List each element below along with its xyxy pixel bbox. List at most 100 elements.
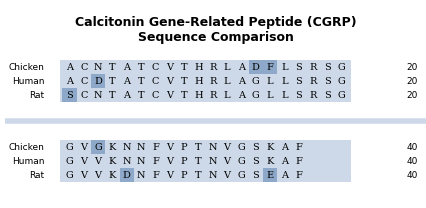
Text: D: D <box>251 62 259 72</box>
Text: N: N <box>94 90 102 99</box>
Text: T: T <box>109 62 115 72</box>
Text: N: N <box>208 142 216 151</box>
Text: V: V <box>166 62 173 72</box>
Text: L: L <box>280 62 287 72</box>
Text: L: L <box>280 77 287 85</box>
Text: A: A <box>123 90 130 99</box>
Text: K: K <box>109 142 116 151</box>
Text: A: A <box>237 62 245 72</box>
Text: K: K <box>109 171 116 180</box>
Text: T: T <box>109 90 115 99</box>
Text: G: G <box>65 156 73 166</box>
Text: G: G <box>337 62 345 72</box>
Text: G: G <box>65 171 73 180</box>
Text: D: D <box>94 77 102 85</box>
Text: K: K <box>266 156 273 166</box>
FancyBboxPatch shape <box>248 60 262 74</box>
Text: A: A <box>66 77 73 85</box>
Text: V: V <box>223 156 230 166</box>
Text: L: L <box>223 90 230 99</box>
Text: S: S <box>323 77 330 85</box>
Text: C: C <box>80 77 87 85</box>
FancyBboxPatch shape <box>262 60 276 74</box>
Text: D: D <box>123 171 130 180</box>
Text: C: C <box>151 90 159 99</box>
Text: G: G <box>94 142 102 151</box>
Text: A: A <box>237 77 245 85</box>
Text: A: A <box>237 90 245 99</box>
Text: S: S <box>66 90 72 99</box>
Text: Calcitonin Gene-Related Peptide (CGRP)
Sequence Comparison: Calcitonin Gene-Related Peptide (CGRP) S… <box>75 16 355 44</box>
Text: 40: 40 <box>406 171 417 180</box>
Text: A: A <box>280 156 287 166</box>
Text: T: T <box>180 62 187 72</box>
Text: F: F <box>295 156 302 166</box>
Text: C: C <box>80 90 87 99</box>
Text: E: E <box>266 171 273 180</box>
Text: N: N <box>122 142 131 151</box>
Text: T: T <box>180 77 187 85</box>
Text: R: R <box>209 77 216 85</box>
Text: S: S <box>252 156 259 166</box>
Text: G: G <box>237 156 245 166</box>
FancyBboxPatch shape <box>119 168 134 182</box>
Text: T: T <box>138 62 144 72</box>
Text: N: N <box>208 171 216 180</box>
Text: G: G <box>237 171 245 180</box>
Text: T: T <box>138 90 144 99</box>
Text: V: V <box>223 171 230 180</box>
Text: V: V <box>166 77 173 85</box>
Text: P: P <box>180 171 187 180</box>
Text: L: L <box>223 62 230 72</box>
Text: R: R <box>309 77 316 85</box>
Text: R: R <box>209 90 216 99</box>
Text: N: N <box>208 156 216 166</box>
Text: V: V <box>80 156 87 166</box>
Text: G: G <box>337 77 345 85</box>
Text: S: S <box>323 90 330 99</box>
Text: Rat: Rat <box>29 90 44 99</box>
Text: V: V <box>223 142 230 151</box>
Text: T: T <box>109 77 115 85</box>
Text: S: S <box>295 62 302 72</box>
Text: 40: 40 <box>406 142 417 151</box>
Text: A: A <box>280 171 287 180</box>
Text: 20: 20 <box>406 62 417 72</box>
Text: R: R <box>309 62 316 72</box>
Text: S: S <box>295 77 302 85</box>
Text: 40: 40 <box>406 156 417 166</box>
Text: N: N <box>136 156 145 166</box>
Text: R: R <box>309 90 316 99</box>
Text: H: H <box>194 90 202 99</box>
Text: R: R <box>209 62 216 72</box>
Text: A: A <box>280 142 287 151</box>
FancyBboxPatch shape <box>91 74 105 88</box>
Text: G: G <box>65 142 73 151</box>
Text: H: H <box>194 77 202 85</box>
Text: 20: 20 <box>406 90 417 99</box>
Text: Rat: Rat <box>29 171 44 180</box>
Text: H: H <box>194 62 202 72</box>
Text: T: T <box>195 142 201 151</box>
Text: Chicken: Chicken <box>9 142 44 151</box>
Text: P: P <box>180 156 187 166</box>
Text: V: V <box>166 171 173 180</box>
Text: Human: Human <box>12 156 44 166</box>
Text: C: C <box>80 62 87 72</box>
Text: G: G <box>251 90 259 99</box>
Text: N: N <box>122 156 131 166</box>
Text: C: C <box>151 62 159 72</box>
Text: V: V <box>80 171 87 180</box>
Text: T: T <box>180 90 187 99</box>
Text: V: V <box>166 142 173 151</box>
FancyBboxPatch shape <box>262 168 276 182</box>
FancyBboxPatch shape <box>91 140 105 154</box>
Text: F: F <box>152 156 158 166</box>
Text: T: T <box>138 77 144 85</box>
Text: A: A <box>123 62 130 72</box>
Text: A: A <box>123 77 130 85</box>
Text: V: V <box>80 142 87 151</box>
Text: V: V <box>94 171 101 180</box>
Text: F: F <box>295 171 302 180</box>
Text: G: G <box>337 90 345 99</box>
